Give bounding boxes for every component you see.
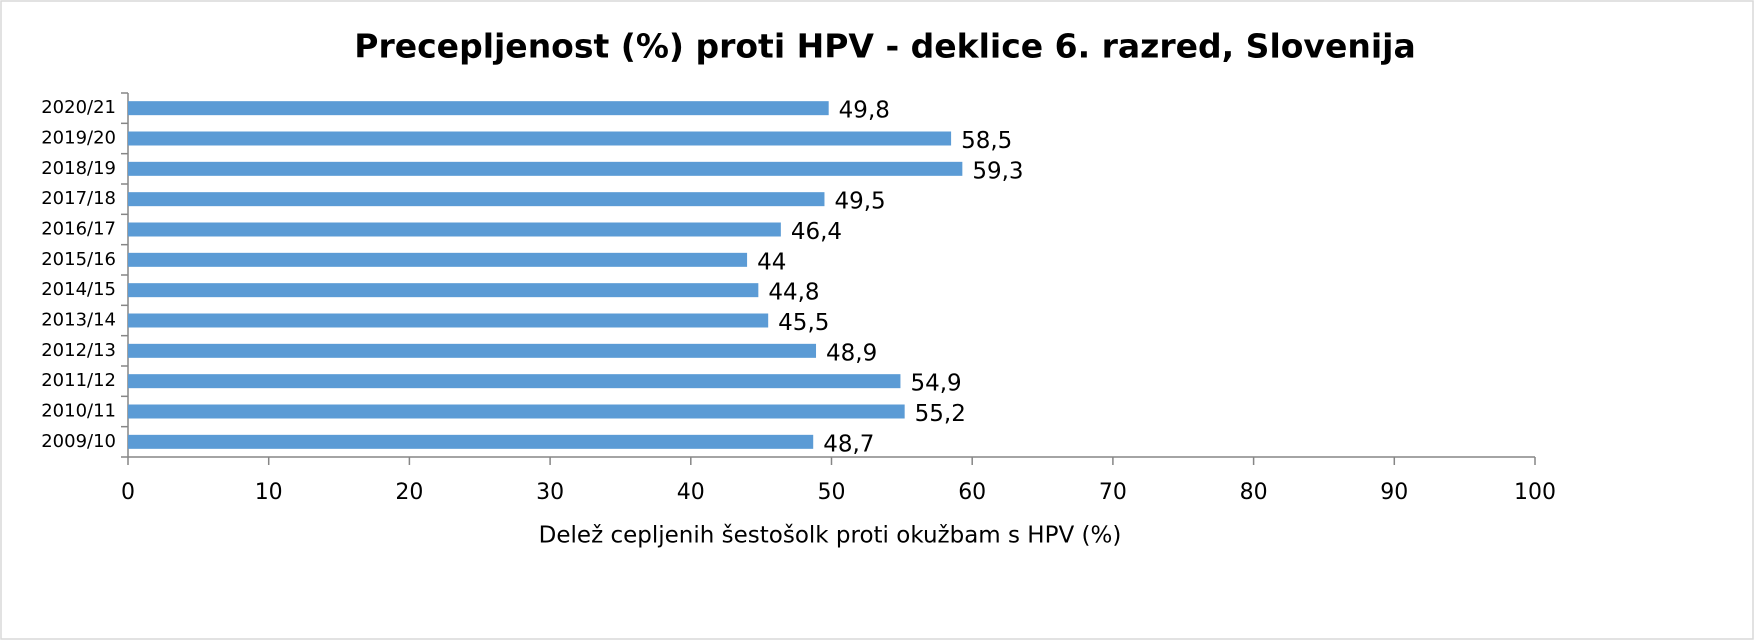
y-tick-label: 2018/19 <box>41 158 116 179</box>
value-label: 59,3 <box>972 158 1023 184</box>
bar <box>128 313 769 328</box>
bar <box>128 131 952 146</box>
y-tick-label: 2009/10 <box>41 431 116 452</box>
y-tick-label: 2010/11 <box>41 401 116 422</box>
bar <box>128 434 814 449</box>
bar <box>128 101 829 116</box>
y-tick-label: 2015/16 <box>41 249 116 270</box>
x-tick-label: 0 <box>121 480 135 505</box>
value-label: 44 <box>757 249 786 275</box>
x-tick-label: 100 <box>1514 480 1556 505</box>
y-tick-label: 2013/14 <box>41 310 116 331</box>
value-label: 44,8 <box>768 280 819 306</box>
bar <box>128 161 963 176</box>
value-label: 49,8 <box>839 98 890 124</box>
y-tick-label: 2012/13 <box>41 340 116 361</box>
value-label: 45,5 <box>778 310 829 336</box>
bar <box>128 343 817 358</box>
bar <box>128 283 759 298</box>
value-label: 58,5 <box>961 128 1012 154</box>
x-tick-label: 10 <box>255 480 283 505</box>
y-tick-label: 2011/12 <box>41 370 116 391</box>
x-axis-label: Delež cepljenih šestošolk proti okužbam … <box>539 523 1122 549</box>
bar <box>128 374 901 389</box>
x-tick-label: 60 <box>958 480 986 505</box>
y-tick-label: 2016/17 <box>41 219 116 240</box>
bar <box>128 252 748 267</box>
value-label: 46,4 <box>791 219 842 245</box>
value-label: 49,5 <box>834 189 885 215</box>
y-tick-label: 2020/21 <box>41 97 116 118</box>
chart-title: Precepljenost (%) proti HPV - deklice 6.… <box>354 27 1415 66</box>
value-label: 48,9 <box>826 340 877 366</box>
x-tick-label: 40 <box>677 480 705 505</box>
x-tick-label: 90 <box>1380 480 1408 505</box>
bar <box>128 222 781 237</box>
value-label: 54,9 <box>910 371 961 397</box>
x-tick-label: 30 <box>536 480 564 505</box>
x-tick-label: 70 <box>1099 480 1127 505</box>
y-tick-label: 2014/15 <box>41 279 116 300</box>
x-tick-label: 50 <box>818 480 846 505</box>
y-tick-label: 2017/18 <box>41 188 116 209</box>
x-tick-label: 80 <box>1240 480 1268 505</box>
value-label: 55,2 <box>915 401 966 427</box>
y-tick-label: 2019/20 <box>41 128 116 149</box>
x-tick-label: 20 <box>395 480 423 505</box>
bar <box>128 192 825 207</box>
bar <box>128 404 905 419</box>
value-label: 48,7 <box>823 431 874 457</box>
